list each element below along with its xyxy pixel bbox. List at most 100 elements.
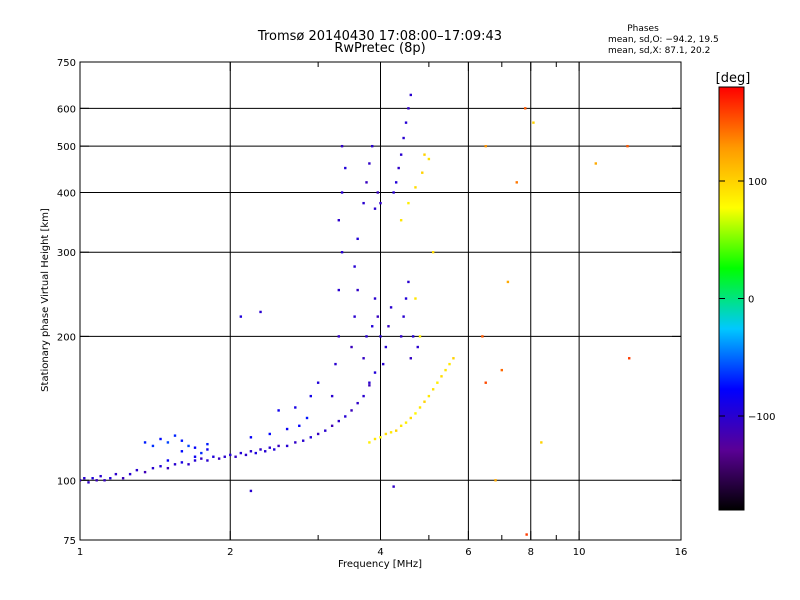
data-point — [416, 345, 419, 349]
data-point — [99, 474, 102, 478]
data-point — [206, 459, 209, 462]
x-tick-label: 10 — [573, 547, 586, 558]
data-point — [334, 362, 337, 366]
data-point — [166, 459, 170, 462]
y-tick-label: 400 — [57, 188, 76, 199]
data-point — [200, 451, 203, 455]
data-point — [448, 362, 451, 366]
data-point — [212, 455, 215, 458]
data-point — [268, 432, 271, 436]
data-point — [217, 457, 221, 460]
data-point — [392, 191, 395, 194]
data-point — [309, 394, 312, 398]
data-point — [379, 201, 382, 205]
data-point — [277, 444, 280, 448]
data-point — [397, 166, 400, 170]
data-point — [187, 444, 190, 448]
x-tick-label: 1 — [77, 547, 83, 558]
data-point — [407, 107, 410, 110]
data-point — [259, 448, 262, 451]
y-tick-label: 75 — [63, 536, 76, 547]
data-point — [418, 406, 422, 409]
data-point — [414, 412, 417, 415]
data-point — [277, 409, 280, 412]
data-point — [379, 436, 382, 439]
data-point — [350, 345, 353, 349]
data-point — [362, 357, 365, 360]
y-tick-label: 100 — [57, 476, 76, 487]
data-point — [381, 362, 385, 366]
data-point — [173, 463, 177, 466]
scatter-points — [80, 93, 631, 536]
data-point — [264, 450, 267, 453]
data-point — [234, 455, 237, 458]
data-point — [91, 477, 94, 480]
data-point — [249, 489, 253, 493]
data-point — [356, 288, 359, 292]
data-point — [394, 429, 398, 432]
y-tick-label: 300 — [57, 248, 76, 259]
colorbar-ticks: −100 0 100 — [719, 177, 775, 423]
chart-subtitle: RwPretec (8p) — [334, 41, 425, 56]
data-point — [525, 533, 528, 536]
data-point — [301, 439, 305, 442]
data-point — [316, 432, 320, 436]
data-point — [404, 421, 408, 424]
x-tick-label: 6 — [465, 547, 471, 558]
x-tick-label: 2 — [227, 547, 233, 558]
data-point — [180, 450, 184, 453]
x-axis: 1 2 4 6 8 10 16 — [77, 62, 687, 558]
data-point — [452, 357, 455, 360]
data-point — [193, 446, 197, 449]
data-point — [402, 315, 405, 318]
data-point — [404, 121, 408, 124]
data-point — [407, 201, 410, 205]
colorbar-tick-label: 0 — [748, 295, 754, 306]
data-point — [337, 219, 341, 222]
data-point — [340, 144, 344, 148]
data-point — [384, 432, 388, 436]
data-point — [376, 191, 379, 194]
data-point — [330, 394, 334, 398]
data-point — [371, 144, 374, 148]
data-point — [362, 394, 365, 398]
data-point — [109, 477, 112, 480]
x-tick-label: 4 — [377, 547, 383, 558]
data-point — [344, 415, 347, 418]
data-point — [337, 419, 341, 423]
data-point — [594, 162, 598, 165]
data-point — [506, 280, 510, 284]
data-point — [373, 207, 377, 210]
data-point — [368, 384, 371, 387]
data-point — [143, 441, 147, 444]
data-point — [423, 153, 426, 156]
data-point — [431, 388, 435, 391]
data-point — [365, 335, 368, 338]
data-point — [344, 166, 347, 170]
colorbar-tick-label: 100 — [748, 177, 767, 188]
data-point — [193, 459, 197, 462]
phase-stats-x: mean, sd,X: 87.1, 20.2 — [608, 46, 710, 56]
colorbar-unit-label: [deg] — [716, 71, 751, 86]
data-point — [362, 201, 365, 205]
data-point — [431, 251, 435, 254]
x-tick-label: 8 — [528, 547, 534, 558]
data-point — [87, 481, 90, 484]
data-point — [515, 181, 518, 184]
data-point — [628, 357, 631, 360]
data-point — [404, 297, 408, 300]
data-point — [411, 335, 415, 338]
data-point — [337, 288, 341, 292]
data-point — [187, 463, 190, 466]
data-point — [427, 157, 431, 161]
data-point — [298, 424, 301, 428]
data-point — [83, 477, 86, 480]
data-point — [421, 171, 424, 174]
data-point — [294, 406, 297, 409]
data-point — [159, 465, 162, 468]
data-point — [540, 441, 543, 444]
data-point — [95, 479, 98, 482]
data-point — [368, 381, 371, 384]
data-point — [285, 444, 289, 448]
